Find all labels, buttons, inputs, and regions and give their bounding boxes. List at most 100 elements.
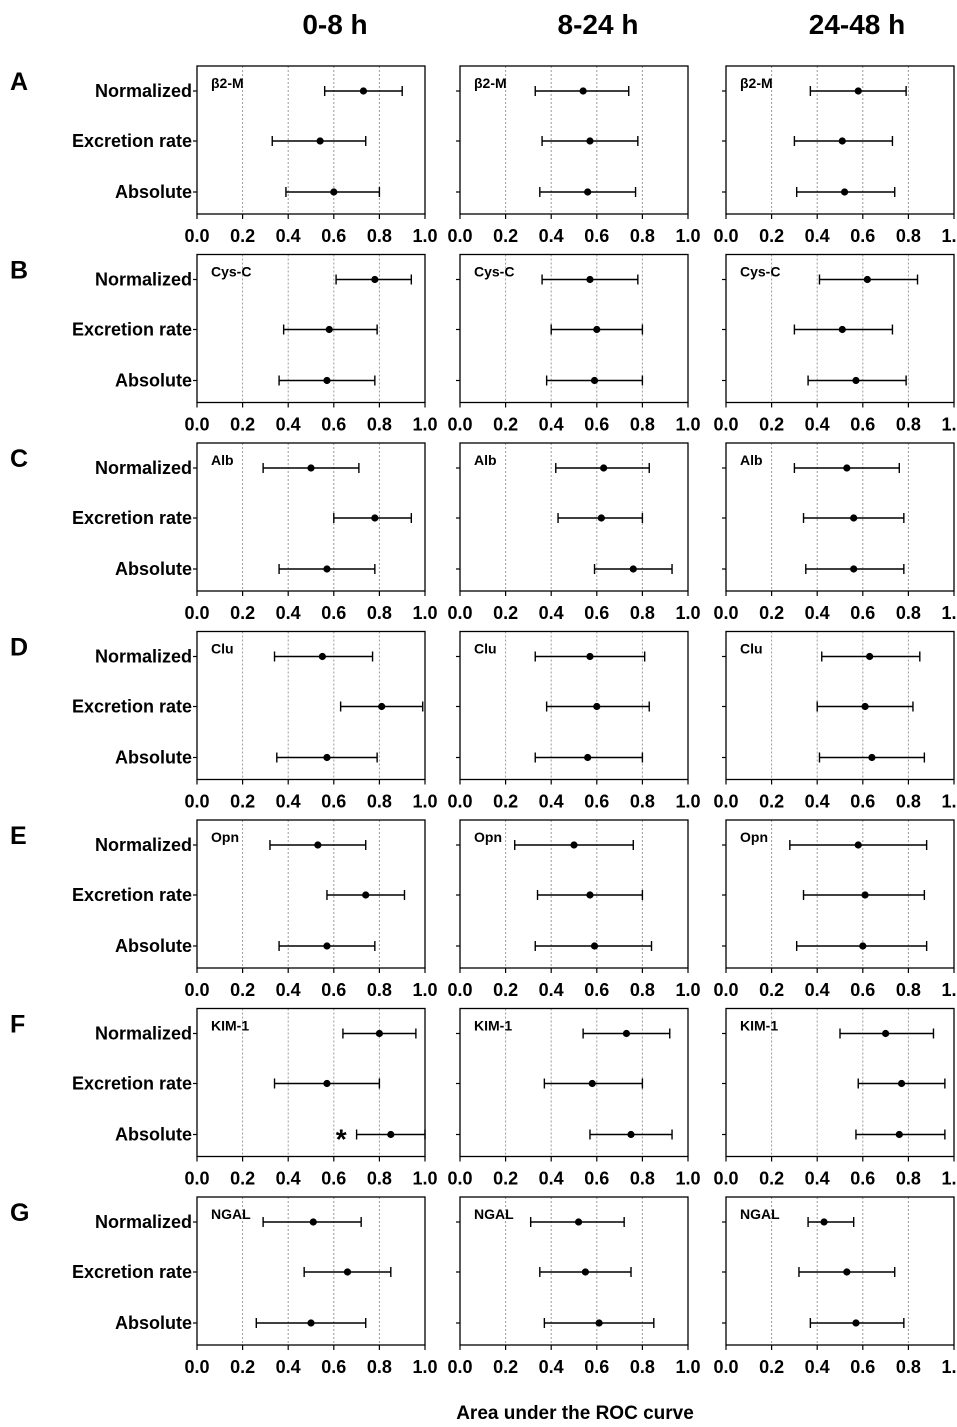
x-tick-label-F-3-5: 0.8 bbox=[896, 1169, 921, 1189]
x-tick-label-C-2-4: 0.6 bbox=[584, 603, 609, 623]
x-tick-label-B-3-2: 0.2 bbox=[759, 415, 784, 435]
x-tick-label-D-1-4: 0.6 bbox=[321, 792, 346, 812]
x-tick-label-C-2-1: 0.0 bbox=[447, 603, 472, 623]
x-tick-label-D-2-2: 0.2 bbox=[493, 792, 518, 812]
panel-letter-C: C bbox=[10, 445, 28, 473]
point-estimate-E-2-3 bbox=[590, 942, 599, 950]
x-tick-label-E-1-3: 0.4 bbox=[276, 980, 301, 1000]
x-tick-label-A-1-3: 0.4 bbox=[276, 226, 301, 246]
x-tick-label-A-2-1: 0.0 bbox=[447, 226, 472, 246]
point-estimate-B-3-1 bbox=[863, 275, 871, 284]
panel-letter-E: E bbox=[10, 822, 27, 850]
x-tick-label-A-2-2: 0.2 bbox=[493, 226, 518, 246]
point-estimate-C-1-3 bbox=[323, 565, 331, 573]
point-estimate-B-2-2 bbox=[593, 325, 601, 334]
point-estimate-B-2-1 bbox=[586, 275, 594, 284]
x-tick-label-E-1-1: 0.0 bbox=[184, 980, 209, 1000]
panel-frame-D-3 bbox=[725, 630, 955, 781]
point-estimate-C-1-1 bbox=[307, 464, 315, 472]
x-tick-label-B-1-2: 0.2 bbox=[230, 415, 255, 435]
x-tick-label-E-3-1: 0.0 bbox=[713, 980, 738, 1000]
point-estimate-E-3-3 bbox=[859, 942, 867, 950]
x-tick-label-C-2-2: 0.2 bbox=[493, 603, 518, 623]
x-tick-label-G-3-1: 0.0 bbox=[713, 1357, 738, 1377]
x-tick-label-G-3-2: 0.2 bbox=[759, 1357, 784, 1377]
x-tick-label-G-3-5: 0.8 bbox=[896, 1357, 921, 1377]
x-tick-label-A-3-3: 0.4 bbox=[805, 226, 830, 246]
x-tick-label-D-1-1: 0.0 bbox=[184, 792, 209, 812]
category-label-G-1: Normalized bbox=[95, 1212, 192, 1232]
x-tick-label-B-1-6: 1.0 bbox=[412, 415, 437, 435]
x-tick-label-G-2-2: 0.2 bbox=[493, 1357, 518, 1377]
marker-label-G-3: NGAL bbox=[740, 1206, 780, 1222]
x-tick-label-C-3-2: 0.2 bbox=[759, 603, 784, 623]
category-label-D-3: Absolute bbox=[115, 748, 192, 768]
point-estimate-C-2-3 bbox=[629, 565, 637, 573]
point-estimate-B-1-3 bbox=[323, 376, 331, 385]
x-tick-label-A-3-5: 0.8 bbox=[896, 226, 921, 246]
marker-label-G-2: NGAL bbox=[474, 1206, 514, 1222]
x-tick-label-A-1-4: 0.6 bbox=[321, 226, 346, 246]
x-tick-label-B-2-2: 0.2 bbox=[493, 415, 518, 435]
panel-letter-A: A bbox=[10, 68, 28, 96]
column-title-3: 24-48 h bbox=[809, 9, 906, 40]
point-estimate-F-3-3 bbox=[895, 1130, 903, 1139]
panel-frame-F-2 bbox=[459, 1007, 689, 1158]
point-estimate-D-3-1 bbox=[866, 652, 874, 661]
panel-frame-C-2 bbox=[459, 442, 689, 592]
category-label-B-2: Excretion rate bbox=[72, 320, 192, 340]
x-tick-label-A-1-5: 0.8 bbox=[367, 226, 392, 246]
x-tick-label-A-1-1: 0.0 bbox=[184, 226, 209, 246]
point-estimate-F-1-3 bbox=[387, 1130, 395, 1139]
x-tick-label-C-1-3: 0.4 bbox=[276, 603, 301, 623]
x-tick-label-A-1-6: 1.0 bbox=[412, 226, 437, 246]
point-estimate-E-1-2 bbox=[362, 891, 370, 899]
panel-frame-A-3 bbox=[725, 65, 955, 215]
point-estimate-E-1-3 bbox=[323, 942, 331, 950]
marker-label-A-2: β2-M bbox=[474, 75, 507, 91]
x-tick-label-F-2-1: 0.0 bbox=[447, 1169, 472, 1189]
x-tick-label-B-3-1: 0.0 bbox=[713, 415, 738, 435]
panel-frame-C-1 bbox=[196, 442, 426, 592]
x-tick-label-D-3-1: 0.0 bbox=[713, 792, 738, 812]
panel-letter-G: G bbox=[10, 1199, 29, 1227]
point-estimate-G-2-3 bbox=[595, 1319, 603, 1327]
panel-frame-G-1 bbox=[196, 1196, 426, 1346]
point-estimate-D-2-1 bbox=[586, 652, 594, 661]
marker-label-D-2: Clu bbox=[474, 641, 497, 657]
point-estimate-A-2-3 bbox=[584, 188, 592, 196]
x-tick-label-G-1-6: 1.0 bbox=[412, 1357, 437, 1377]
category-label-D-2: Excretion rate bbox=[72, 697, 192, 717]
panel-frame-B-1 bbox=[196, 253, 426, 404]
marker-label-F-2: KIM-1 bbox=[474, 1018, 512, 1034]
point-estimate-A-2-2 bbox=[586, 137, 594, 145]
x-tick-label-D-1-2: 0.2 bbox=[230, 792, 255, 812]
category-label-A-1: Normalized bbox=[95, 81, 192, 101]
point-estimate-C-3-2 bbox=[850, 514, 858, 522]
x-tick-label-C-1-5: 0.8 bbox=[367, 603, 392, 623]
panel-frame-E-3 bbox=[725, 819, 955, 969]
marker-label-B-1: Cys-C bbox=[211, 264, 251, 280]
x-tick-label-B-2-4: 0.6 bbox=[584, 415, 609, 435]
category-label-C-2: Excretion rate bbox=[72, 508, 192, 528]
x-tick-label-E-3-4: 0.6 bbox=[850, 980, 875, 1000]
x-tick-label-G-1-2: 0.2 bbox=[230, 1357, 255, 1377]
x-tick-label-C-3-3: 0.4 bbox=[805, 603, 830, 623]
x-tick-label-G-3-4: 0.6 bbox=[850, 1357, 875, 1377]
x-tick-label-E-1-4: 0.6 bbox=[321, 980, 346, 1000]
x-tick-label-A-3-6: 1.0 bbox=[941, 226, 957, 246]
x-tick-label-D-2-6: 1.0 bbox=[675, 792, 700, 812]
x-tick-label-B-1-3: 0.4 bbox=[276, 415, 301, 435]
category-label-D-1: Normalized bbox=[95, 647, 192, 667]
point-estimate-G-1-1 bbox=[309, 1218, 317, 1226]
point-estimate-G-2-2 bbox=[581, 1268, 590, 1276]
x-tick-label-C-3-1: 0.0 bbox=[713, 603, 738, 623]
point-estimate-D-2-2 bbox=[593, 702, 601, 711]
x-tick-label-F-2-2: 0.2 bbox=[493, 1169, 518, 1189]
x-tick-label-F-1-1: 0.0 bbox=[184, 1169, 209, 1189]
point-estimate-D-2-3 bbox=[584, 753, 592, 762]
x-tick-label-G-3-6: 1.0 bbox=[941, 1357, 957, 1377]
marker-label-F-1: KIM-1 bbox=[211, 1018, 249, 1034]
x-tick-label-A-3-2: 0.2 bbox=[759, 226, 784, 246]
point-estimate-F-2-1 bbox=[622, 1029, 631, 1038]
